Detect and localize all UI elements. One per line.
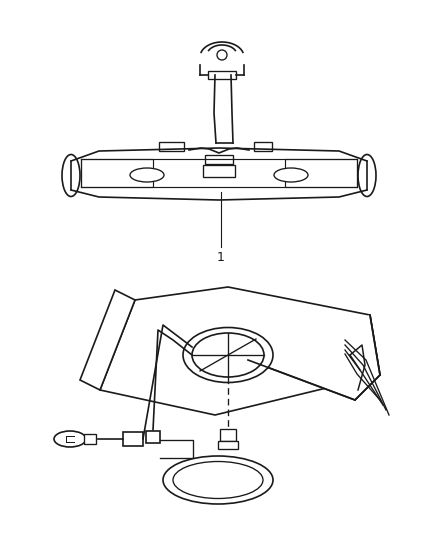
Bar bbox=[208, 71, 236, 79]
Bar bbox=[220, 429, 236, 441]
Bar bbox=[218, 441, 238, 449]
Ellipse shape bbox=[183, 327, 273, 383]
Ellipse shape bbox=[192, 333, 264, 377]
Ellipse shape bbox=[173, 462, 263, 498]
Ellipse shape bbox=[62, 155, 80, 197]
Bar bbox=[146, 431, 160, 443]
Bar bbox=[84, 434, 96, 444]
Bar bbox=[203, 165, 235, 177]
Polygon shape bbox=[248, 315, 380, 400]
Bar bbox=[81, 159, 153, 187]
Bar bbox=[285, 159, 357, 187]
Bar bbox=[205, 155, 233, 164]
Polygon shape bbox=[80, 290, 135, 390]
Ellipse shape bbox=[54, 431, 86, 447]
Bar bbox=[254, 142, 272, 151]
Ellipse shape bbox=[274, 168, 308, 182]
Bar bbox=[159, 142, 184, 151]
Text: 1: 1 bbox=[217, 251, 225, 264]
Ellipse shape bbox=[358, 155, 376, 197]
Polygon shape bbox=[100, 287, 380, 415]
Bar bbox=[123, 432, 143, 446]
Circle shape bbox=[217, 50, 227, 60]
Ellipse shape bbox=[163, 456, 273, 504]
Ellipse shape bbox=[130, 168, 164, 182]
